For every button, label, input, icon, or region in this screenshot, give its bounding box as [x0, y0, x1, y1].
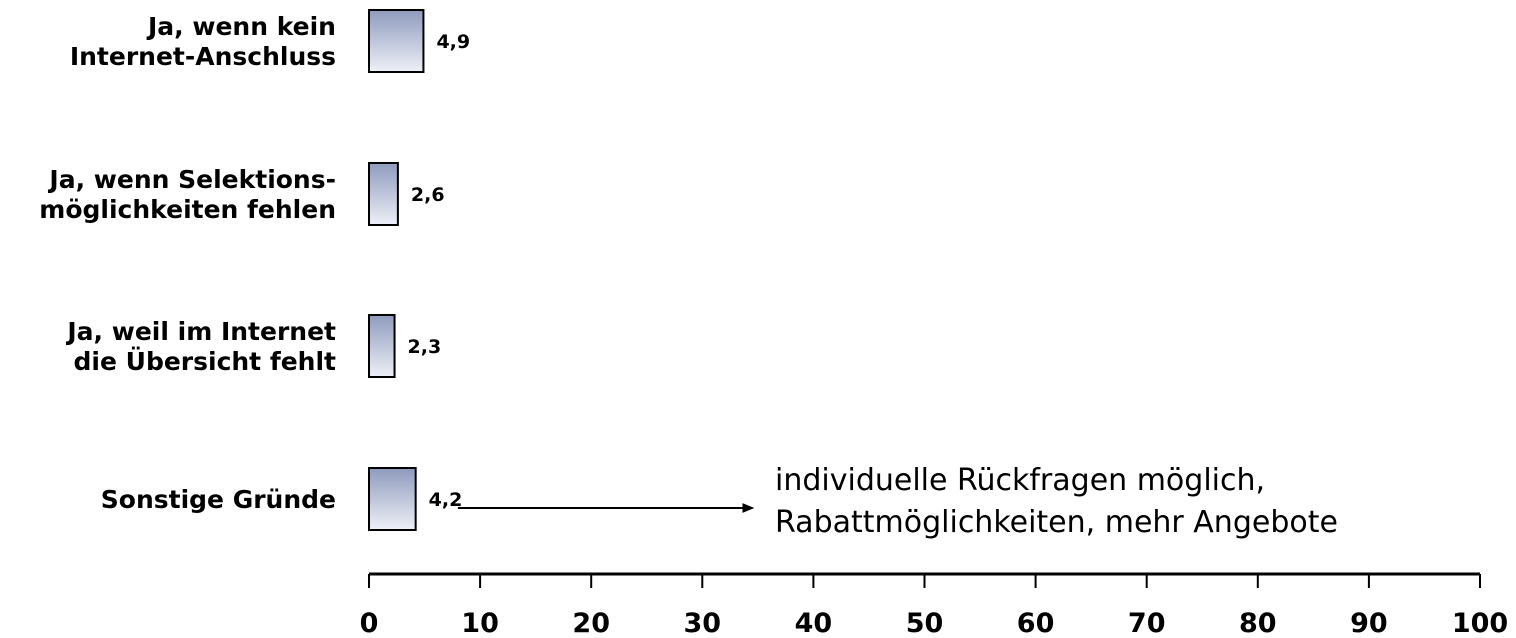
x-tick-label: 60	[1017, 608, 1055, 638]
annotation-text: individuelle Rückfragen möglich,	[775, 463, 1265, 498]
bar	[368, 162, 399, 226]
value-label: 2,3	[408, 336, 442, 358]
value-label: 2,6	[411, 184, 445, 206]
category-label: Ja, wenn Selektions-möglichkeiten fehlen	[39, 165, 336, 224]
bar	[368, 9, 425, 73]
bar	[368, 467, 417, 531]
x-tick-label: 20	[572, 608, 610, 638]
x-tick-label: 0	[360, 608, 379, 638]
x-axis: 0 10 20 30 40 50 60 70 80 90 100	[360, 572, 1508, 638]
x-tick-label: 10	[461, 608, 499, 638]
x-tick-label: 40	[795, 608, 833, 638]
annotation-text: Rabattmöglichkeiten, mehr Angebote	[775, 505, 1338, 540]
bar	[368, 314, 396, 378]
category-label: Sonstige Gründe	[101, 485, 336, 514]
x-tick-label: 100	[1452, 608, 1508, 638]
annotation: individuelle Rückfragen möglich, Rabattmö…	[457, 463, 1338, 540]
x-tick-label: 70	[1128, 608, 1166, 638]
category-label: Ja, weil im Internet die Übersicht fehlt	[65, 317, 336, 376]
bars-layer: Ja, wenn kein Internet-Anschluss 4,9 Ja, we…	[39, 9, 470, 531]
value-label: 4,9	[436, 31, 470, 53]
x-tick-label: 80	[1239, 608, 1277, 638]
value-label: 4,2	[429, 489, 463, 511]
x-tick-label: 90	[1350, 608, 1388, 638]
category-label: Ja, wenn kein Internet-Anschluss	[70, 12, 336, 71]
x-tick-label: 30	[684, 608, 722, 638]
x-tick-label: 50	[906, 608, 944, 638]
